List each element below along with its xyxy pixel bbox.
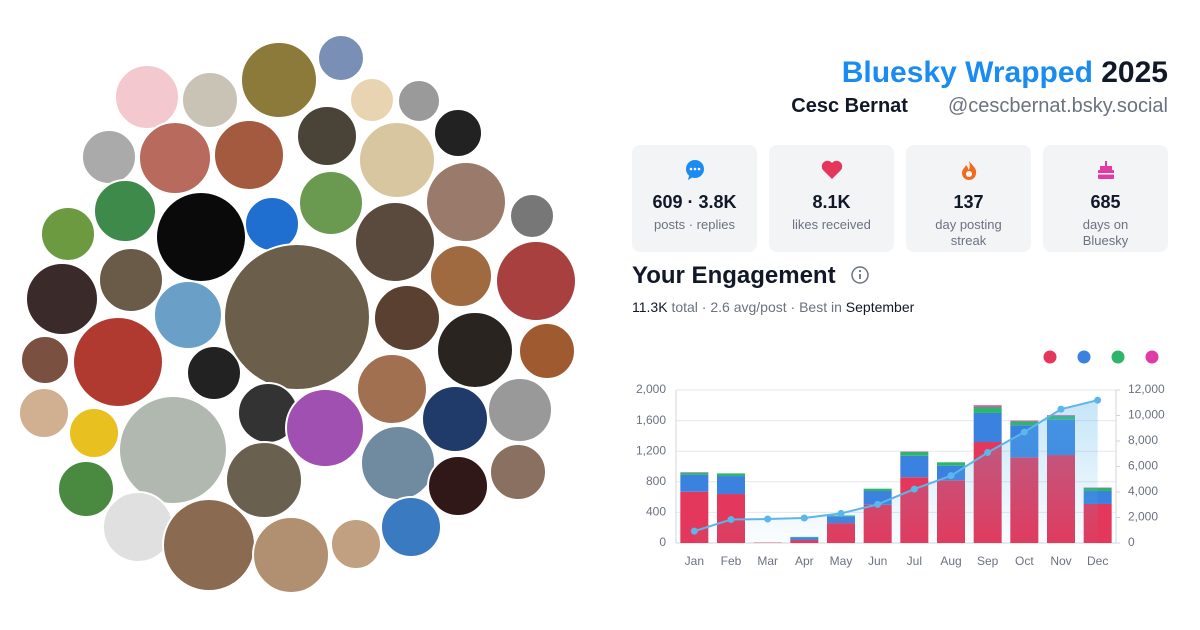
cumulative-area: [694, 400, 1098, 543]
section-title: Your Engagement: [632, 262, 870, 290]
bar-segment: [973, 406, 1002, 413]
stat-card: 137 day posting streak: [906, 145, 1031, 252]
total-value: 11.3K: [632, 299, 668, 315]
y-tick-label: 0: [659, 535, 666, 549]
stat-card: 8.1K likes received: [769, 145, 894, 252]
legend-icon: [1077, 350, 1091, 364]
line-point: [1094, 396, 1102, 404]
stat-value: 609 · 3.8K: [652, 192, 737, 212]
line-point: [947, 472, 955, 480]
y-tick-label: 2,000: [636, 382, 666, 396]
x-tick-label: May: [830, 554, 853, 568]
y-tick-label: 1,200: [636, 443, 666, 457]
bar-segment: [937, 462, 965, 466]
x-tick-label: Jun: [868, 554, 887, 568]
bar-segment: [680, 474, 709, 492]
bar-segment: [680, 472, 709, 475]
y2-tick-label: 6,000: [1128, 459, 1158, 473]
bar-segment: [1010, 421, 1039, 426]
user-line: Cesc Bernat @cescbernat.bsky.social: [791, 95, 1168, 118]
x-tick-label: Jul: [907, 554, 922, 568]
stat-value: 8.1K: [812, 192, 851, 212]
bar-segment: [973, 405, 1002, 407]
stat-label: likes received: [792, 217, 871, 232]
line-point: [837, 509, 845, 517]
best-label: Best in: [799, 299, 842, 315]
stat-value: 137: [953, 192, 984, 212]
x-tick-label: Dec: [1087, 554, 1108, 568]
avatar-collage: [18, 34, 577, 594]
x-tick-label: Sep: [977, 554, 999, 568]
bar-segment: [717, 476, 745, 495]
stat-label: day posting streak: [935, 217, 1002, 248]
x-tick-label: Feb: [721, 554, 742, 568]
avatars: [18, 34, 577, 594]
y2-tick-label: 8,000: [1128, 433, 1158, 447]
y-tick-label: 400: [646, 505, 666, 519]
y-tick-label: 800: [646, 474, 666, 488]
title-brand: Bluesky Wrapped: [841, 56, 1093, 89]
bar-segment: [717, 473, 745, 477]
x-tick-label: Nov: [1050, 554, 1071, 568]
line-point: [984, 448, 992, 456]
x-tick-label: Oct: [1015, 554, 1034, 568]
title-year: 2025: [1101, 56, 1168, 89]
user-name: Cesc Bernat: [791, 95, 908, 117]
bar-segment: [1010, 420, 1039, 422]
legend-icon: [1043, 350, 1057, 364]
cumulative-line: [694, 399, 1098, 533]
engagement-title: Your Engagement: [632, 262, 836, 289]
stat-icon: [685, 160, 704, 180]
y2-tick-label: 12,000: [1128, 382, 1165, 396]
separator: ·: [701, 299, 707, 315]
line-point: [874, 500, 882, 508]
x-tick-label: Aug: [940, 554, 961, 568]
line-point: [1020, 428, 1028, 436]
line-point: [690, 527, 698, 535]
bar-segment: [900, 455, 929, 478]
stat-card: 685 days on Bluesky: [1043, 145, 1168, 252]
engagement-summary: 11.3K total · 2.6 avg/post · Best in Sep…: [632, 299, 914, 315]
line-point: [727, 516, 735, 524]
info-icon[interactable]: [850, 265, 870, 285]
x-tick-label: Mar: [757, 554, 778, 568]
legend-icon: [1145, 350, 1159, 364]
y2-tick-label: 10,000: [1128, 408, 1165, 422]
x-tick-label: Jan: [685, 554, 704, 568]
user-handle[interactable]: @cescbernat.bsky.social: [947, 95, 1168, 117]
stat-label: days on Bluesky: [1082, 217, 1129, 248]
stat-card: 609 · 3.8K posts · replies: [632, 145, 757, 252]
line-point: [910, 485, 918, 493]
stat-icon: [961, 161, 976, 180]
y2-tick-label: 4,000: [1128, 484, 1158, 498]
wrapped-title: Bluesky Wrapped 2025: [842, 56, 1168, 90]
total-label: total: [671, 299, 698, 315]
y2-tick-label: 2,000: [1128, 510, 1158, 524]
separator: ·: [790, 299, 796, 315]
bar-segment: [900, 451, 929, 456]
stat-label: posts · replies: [654, 217, 735, 232]
y-tick-label: 1,600: [636, 413, 666, 427]
line-point: [764, 515, 772, 523]
line-point: [800, 514, 808, 522]
engagement-chart: 0 400 800 1,200 1,600 2,000 0 2,000 4,000 6,000 8,…: [636, 350, 1165, 568]
avg: 2.6 avg/post: [710, 299, 787, 315]
bar-segment: [863, 488, 892, 491]
stat-icon: [821, 160, 842, 179]
stat-value: 685: [1090, 192, 1121, 212]
line-point: [1057, 405, 1065, 413]
y2-tick-label: 0: [1128, 535, 1135, 549]
x-tick-label: Apr: [795, 554, 814, 568]
stat-icon: [1097, 161, 1114, 179]
legend-icon: [1111, 350, 1125, 364]
best-month: September: [845, 299, 915, 315]
bar-segment: [973, 412, 1002, 443]
